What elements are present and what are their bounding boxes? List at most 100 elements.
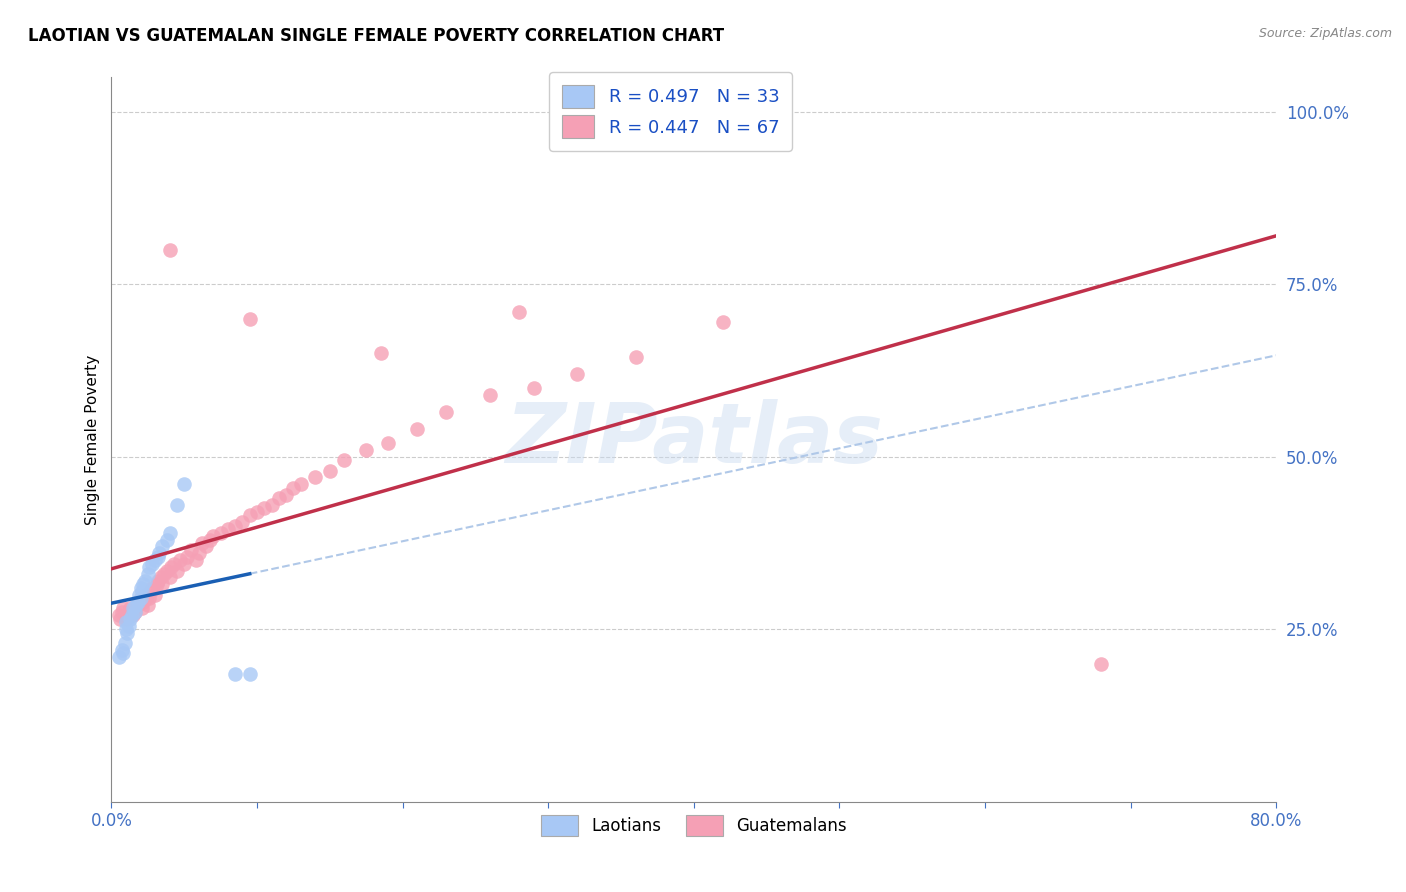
Point bbox=[136, 566, 159, 581]
Point bbox=[129, 591, 152, 606]
Point bbox=[166, 498, 188, 512]
Point bbox=[150, 540, 173, 554]
Point bbox=[118, 605, 141, 619]
Point bbox=[146, 574, 169, 588]
Point bbox=[283, 481, 305, 495]
Point bbox=[131, 584, 153, 599]
Point bbox=[159, 525, 181, 540]
Point bbox=[122, 608, 145, 623]
Point bbox=[184, 553, 207, 567]
Point bbox=[319, 464, 342, 478]
Point bbox=[267, 491, 290, 505]
Point bbox=[274, 488, 297, 502]
Text: Source: ZipAtlas.com: Source: ZipAtlas.com bbox=[1258, 27, 1392, 40]
Point bbox=[173, 557, 195, 571]
Point bbox=[129, 591, 152, 606]
Point bbox=[108, 612, 131, 626]
Point bbox=[508, 305, 530, 319]
Point bbox=[153, 566, 176, 581]
Point bbox=[127, 594, 149, 608]
Point bbox=[143, 588, 166, 602]
Point bbox=[239, 667, 262, 681]
Point bbox=[200, 533, 222, 547]
Text: ZIPatlas: ZIPatlas bbox=[505, 399, 883, 480]
Point bbox=[114, 636, 136, 650]
Point bbox=[120, 601, 142, 615]
Point bbox=[187, 546, 209, 560]
Point bbox=[195, 540, 218, 554]
Point bbox=[224, 518, 246, 533]
Point bbox=[406, 422, 429, 436]
Point bbox=[150, 577, 173, 591]
Point bbox=[141, 557, 163, 571]
Point bbox=[231, 515, 253, 529]
Point bbox=[1090, 657, 1112, 671]
Point bbox=[523, 381, 546, 395]
Point bbox=[124, 605, 146, 619]
Point bbox=[117, 625, 139, 640]
Point bbox=[112, 646, 135, 660]
Point bbox=[217, 522, 239, 536]
Point bbox=[107, 608, 129, 623]
Point bbox=[117, 608, 139, 623]
Point bbox=[239, 311, 262, 326]
Point bbox=[128, 594, 150, 608]
Point bbox=[143, 553, 166, 567]
Point bbox=[121, 608, 143, 623]
Point bbox=[160, 560, 183, 574]
Point bbox=[304, 470, 326, 484]
Point bbox=[169, 553, 191, 567]
Point bbox=[246, 505, 269, 519]
Point bbox=[146, 549, 169, 564]
Point bbox=[129, 581, 152, 595]
Point bbox=[377, 436, 399, 450]
Point bbox=[434, 405, 457, 419]
Point bbox=[134, 574, 156, 588]
Point bbox=[141, 581, 163, 595]
Point bbox=[159, 570, 181, 584]
Point bbox=[180, 542, 202, 557]
Point bbox=[624, 350, 647, 364]
Y-axis label: Single Female Poverty: Single Female Poverty bbox=[86, 354, 100, 524]
Point bbox=[253, 501, 276, 516]
Point bbox=[132, 594, 155, 608]
Point bbox=[125, 598, 148, 612]
Point bbox=[127, 598, 149, 612]
Point bbox=[260, 498, 283, 512]
Point bbox=[224, 667, 246, 681]
Point bbox=[145, 577, 167, 591]
Point bbox=[115, 612, 138, 626]
Point bbox=[190, 536, 212, 550]
Point bbox=[567, 367, 589, 381]
Point bbox=[135, 591, 157, 606]
Point bbox=[128, 588, 150, 602]
Point bbox=[156, 564, 179, 578]
Point bbox=[115, 615, 138, 630]
Point bbox=[138, 591, 160, 606]
Point bbox=[163, 557, 186, 571]
Point bbox=[118, 618, 141, 632]
Text: LAOTIAN VS GUATEMALAN SINGLE FEMALE POVERTY CORRELATION CHART: LAOTIAN VS GUATEMALAN SINGLE FEMALE POVE… bbox=[28, 27, 724, 45]
Point bbox=[333, 453, 356, 467]
Point bbox=[115, 622, 138, 636]
Point bbox=[166, 564, 188, 578]
Legend: Laotians, Guatemalans: Laotians, Guatemalans bbox=[533, 807, 855, 844]
Point bbox=[202, 529, 225, 543]
Point bbox=[354, 442, 377, 457]
Point bbox=[136, 598, 159, 612]
Point bbox=[112, 601, 135, 615]
Point bbox=[110, 605, 132, 619]
Point bbox=[209, 525, 232, 540]
Point bbox=[239, 508, 262, 523]
Point bbox=[156, 533, 179, 547]
Point bbox=[149, 570, 172, 584]
Point bbox=[711, 315, 734, 329]
Point bbox=[176, 549, 198, 564]
Point bbox=[134, 588, 156, 602]
Point bbox=[120, 612, 142, 626]
Point bbox=[132, 577, 155, 591]
Point bbox=[370, 346, 392, 360]
Point bbox=[159, 243, 181, 257]
Point bbox=[107, 649, 129, 664]
Point bbox=[139, 584, 162, 599]
